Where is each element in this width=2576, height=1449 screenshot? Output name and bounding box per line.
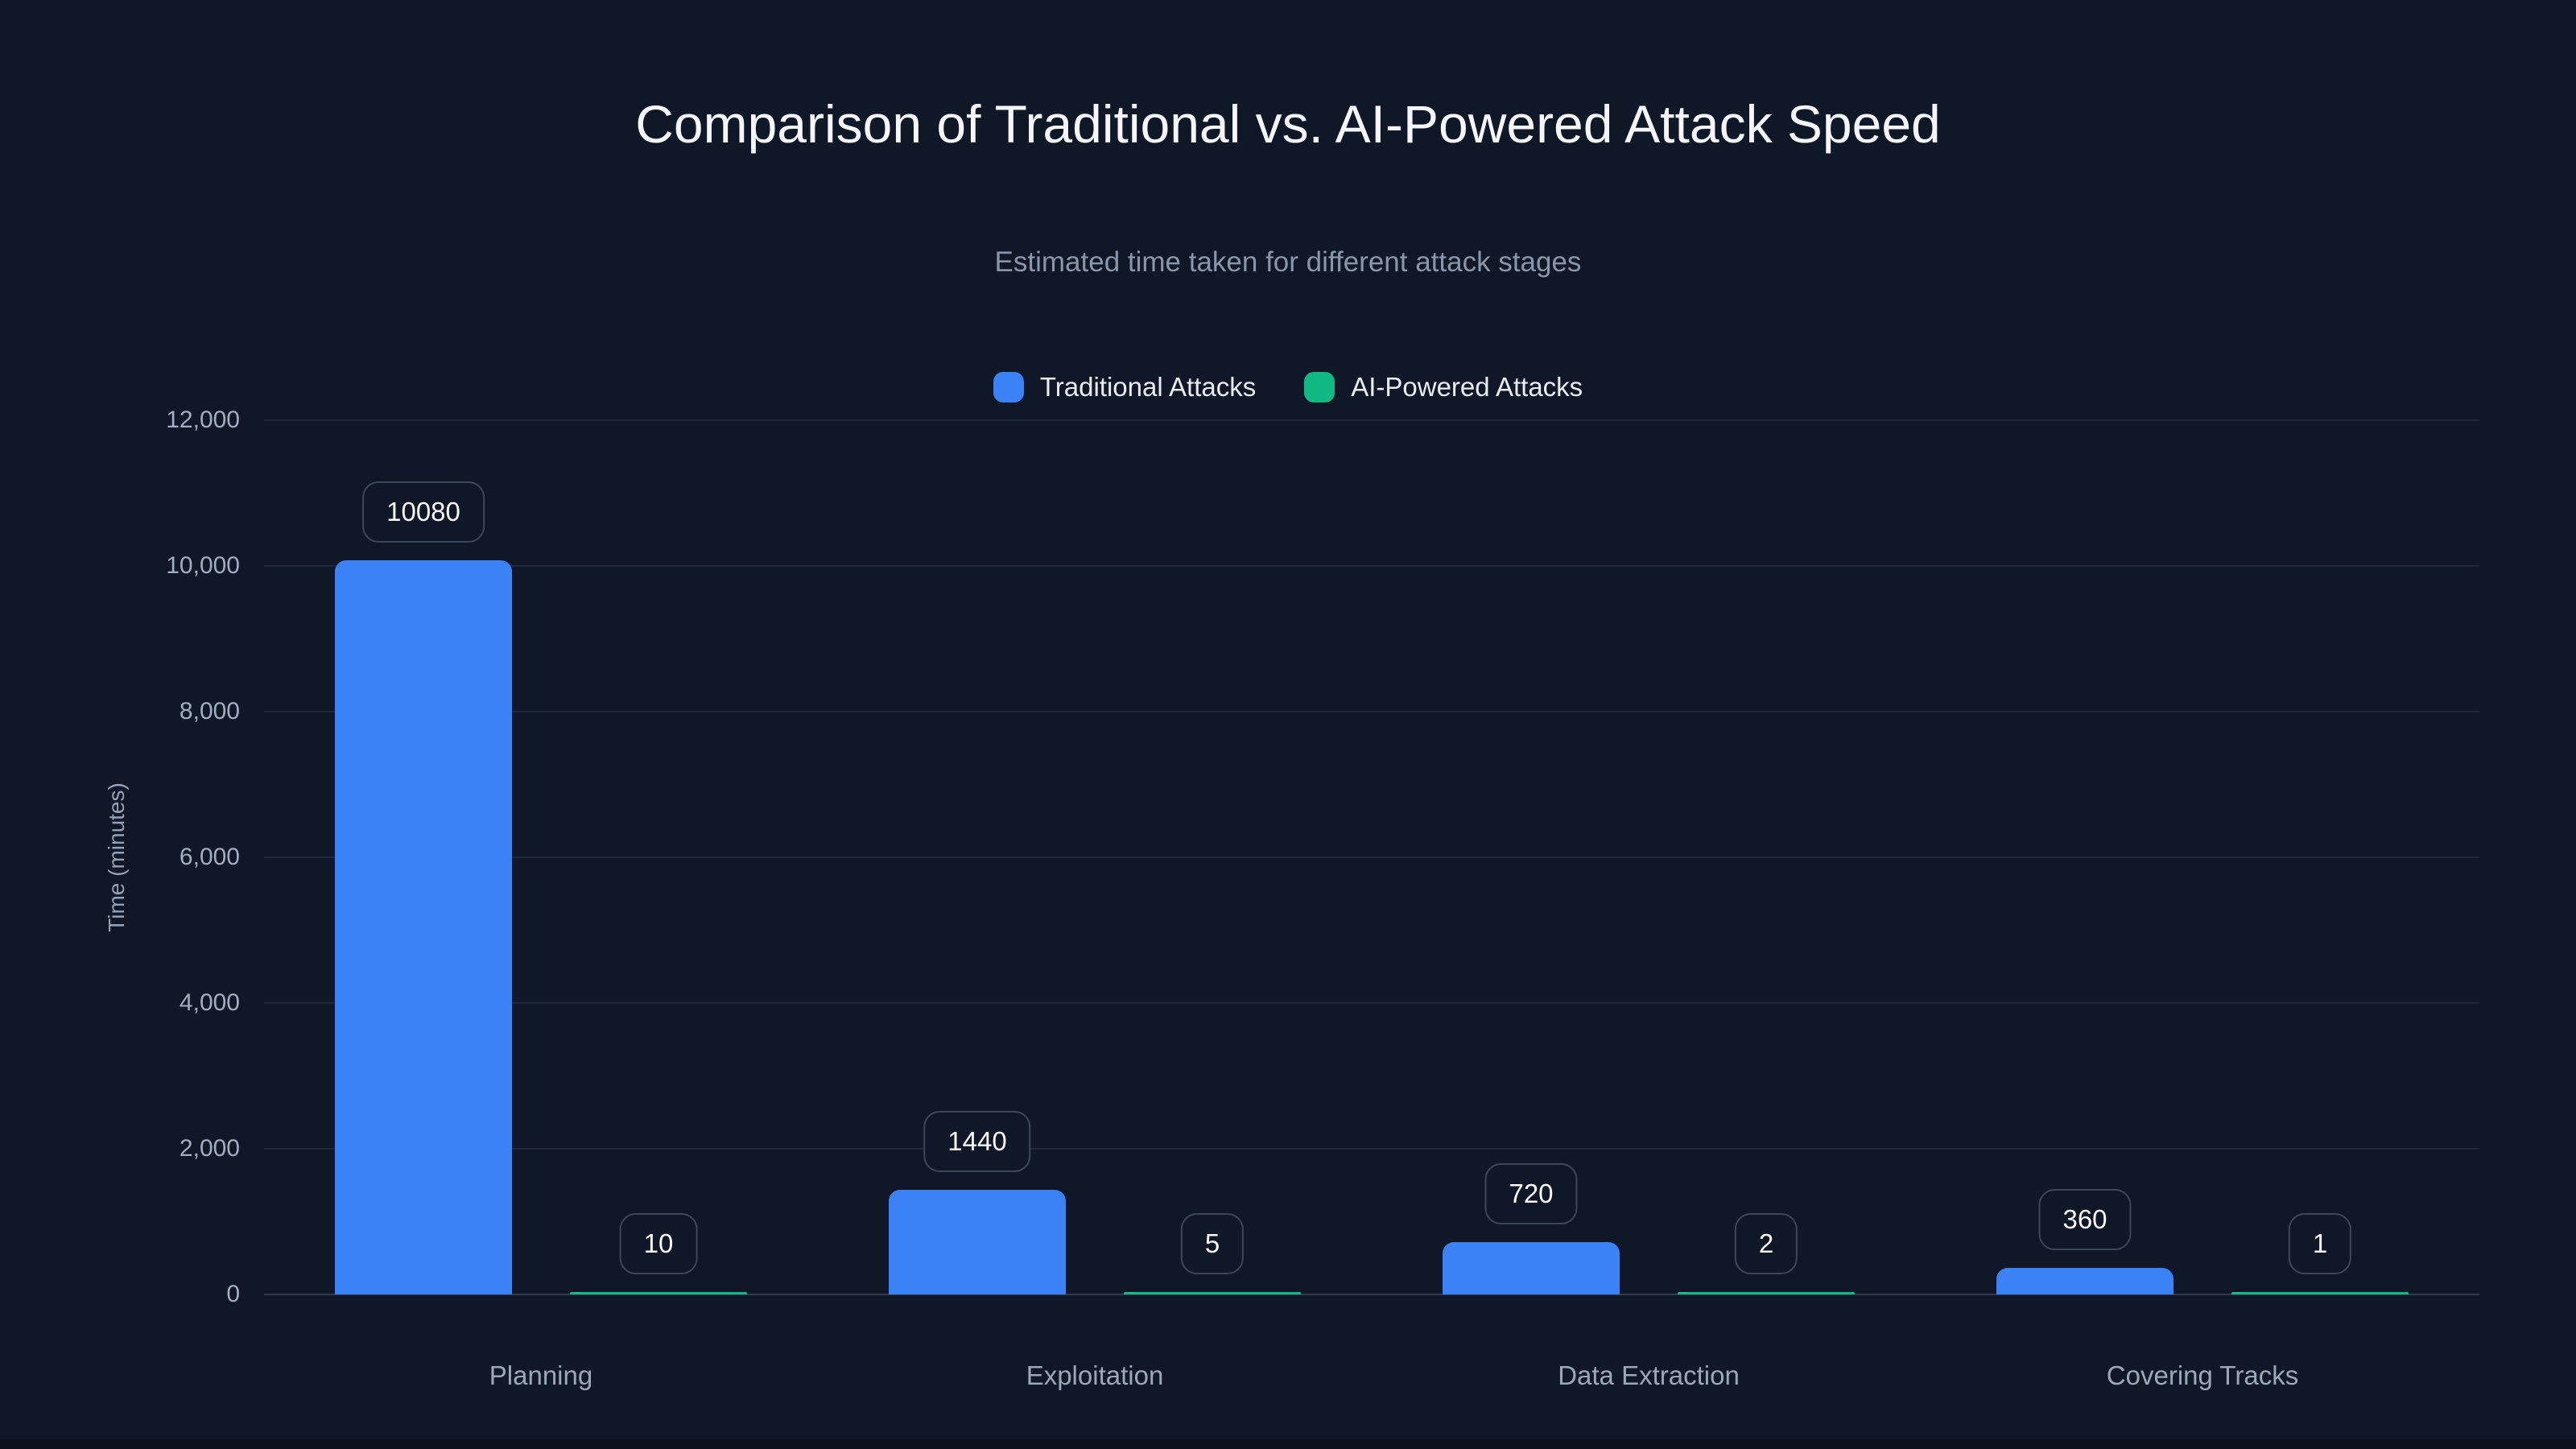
y-tick-6000: 6,000 [179,844,240,870]
gridline-0 [264,1294,2479,1295]
bar-ai-powered-data-extraction[interactable] [1678,1292,1855,1294]
y-tick-12000: 12,000 [166,407,240,433]
value-label-traditional-planning: 10080 [362,481,485,543]
chart-legend: Traditional Attacks AI-Powered Attacks [0,372,2576,402]
chart-subtitle: Estimated time taken for different attac… [994,246,1582,278]
y-tick-10000: 10,000 [166,552,240,579]
gridline-8000 [264,711,2479,712]
legend-swatch-icon [1304,372,1335,402]
gridline-4000 [264,1002,2479,1004]
legend-label: Traditional Attacks [1039,372,1257,402]
x-category-planning: Planning [489,1360,593,1390]
bar-ai-powered-covering-tracks[interactable] [2231,1292,2409,1294]
legend-label: AI-Powered Attacks [1351,372,1583,402]
bar-ai-powered-planning[interactable] [570,1292,747,1294]
legend-item-traditional-attacks[interactable]: Traditional Attacks [993,372,1256,402]
page-title: Comparison of Traditional vs. AI-Powered… [635,94,1941,154]
window-bottom-edge [0,1439,2576,1449]
y-tick-0: 0 [226,1281,240,1307]
value-label-traditional-exploitation: 1440 [923,1110,1031,1172]
bar-traditional-data-extraction[interactable] [1443,1241,1620,1294]
gridline-6000 [264,857,2479,858]
x-category-exploitation: Exploitation [1026,1360,1164,1390]
bar-traditional-exploitation[interactable] [889,1189,1066,1294]
gridline-10000 [264,565,2479,567]
value-label-ai-powered-exploitation: 5 [1180,1213,1245,1274]
legend-item-ai-powered-attacks[interactable]: AI-Powered Attacks [1304,372,1583,402]
value-label-traditional-data-extraction: 720 [1484,1162,1578,1224]
value-label-ai-powered-covering-tracks: 1 [2288,1213,2352,1274]
y-tick-4000: 4,000 [179,989,240,1016]
x-category-data-extraction: Data Extraction [1558,1360,1740,1390]
x-category-covering-tracks: Covering Tracks [2106,1360,2299,1390]
value-label-ai-powered-data-extraction: 2 [1734,1213,1798,1274]
gridline-2000 [264,1148,2479,1150]
bar-ai-powered-exploitation[interactable] [1124,1292,1301,1294]
y-tick-2000: 2,000 [179,1135,240,1162]
gridline-12000 [264,419,2479,421]
y-tick-8000: 8,000 [179,698,240,724]
legend-swatch-icon [993,372,1024,402]
value-label-ai-powered-planning: 10 [619,1213,698,1274]
bar-traditional-planning[interactable] [335,559,512,1294]
value-label-traditional-covering-tracks: 360 [2038,1189,2132,1251]
bar-traditional-covering-tracks[interactable] [1996,1268,2174,1294]
